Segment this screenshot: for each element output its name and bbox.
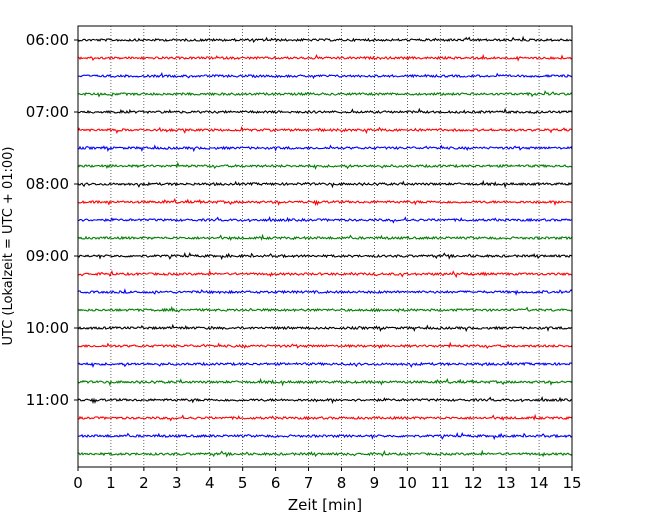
y-tick-label: 07:00 (26, 103, 69, 121)
x-tick-label: 14 (530, 474, 549, 492)
trace-6 (77, 144, 573, 153)
trace-9 (77, 197, 573, 207)
trace-10 (78, 215, 572, 224)
x-axis-label: Zeit [min] (288, 496, 362, 514)
trace-14 (77, 288, 573, 296)
trace-17 (77, 341, 573, 350)
y-tick-label: 11:00 (26, 391, 69, 409)
trace-13 (77, 269, 573, 279)
x-tick-label: 7 (304, 474, 314, 492)
trace-22 (77, 431, 573, 441)
trace-1 (77, 53, 573, 62)
trace-11 (77, 233, 573, 242)
trace-19 (77, 377, 573, 387)
y-axis-ticks: 06:00 07:00 08:00 09:00 10:00 11:00 (26, 31, 78, 409)
x-tick-label: 9 (370, 474, 380, 492)
trace-2 (77, 72, 573, 80)
x-tick-label: 11 (431, 474, 450, 492)
x-tick-label: 8 (337, 474, 347, 492)
trace-8 (77, 179, 573, 189)
trace-15 (77, 305, 573, 313)
y-tick-label: 10:00 (26, 319, 69, 337)
x-tick-label: 15 (562, 474, 581, 492)
trace-20 (77, 395, 573, 405)
x-tick-label: 6 (271, 474, 281, 492)
x-tick-label: 3 (172, 474, 182, 492)
trace-12 (77, 251, 573, 261)
trace-4 (77, 107, 573, 115)
seismogram-traces (77, 35, 573, 458)
axes-frame (77, 25, 573, 468)
trace-3 (77, 90, 573, 98)
x-tick-label: 0 (73, 474, 83, 492)
trace-5 (77, 125, 573, 135)
y-tick-label: 08:00 (26, 175, 69, 193)
trace-0 (77, 35, 573, 43)
y-tick-label: 06:00 (26, 31, 69, 49)
x-tick-label: 5 (238, 474, 248, 492)
x-tick-label: 10 (398, 474, 417, 492)
trace-18 (77, 360, 573, 368)
y-axis-label: UTC (Lokalzeit = UTC + 01:00) (1, 147, 16, 346)
x-tick-label: 4 (205, 474, 215, 492)
x-tick-label: 1 (106, 474, 116, 492)
trace-16 (77, 323, 573, 333)
x-axis-ticks: 0 1 2 3 4 5 6 7 8 9 10 11 12 13 14 15 (73, 467, 582, 492)
x-tick-label: 12 (464, 474, 483, 492)
trace-23 (77, 449, 573, 458)
y-tick-label: 09:00 (26, 247, 69, 265)
trace-21 (77, 413, 573, 422)
x-tick-label: 2 (139, 474, 149, 492)
trace-7 (77, 161, 573, 170)
x-tick-label: 13 (497, 474, 516, 492)
